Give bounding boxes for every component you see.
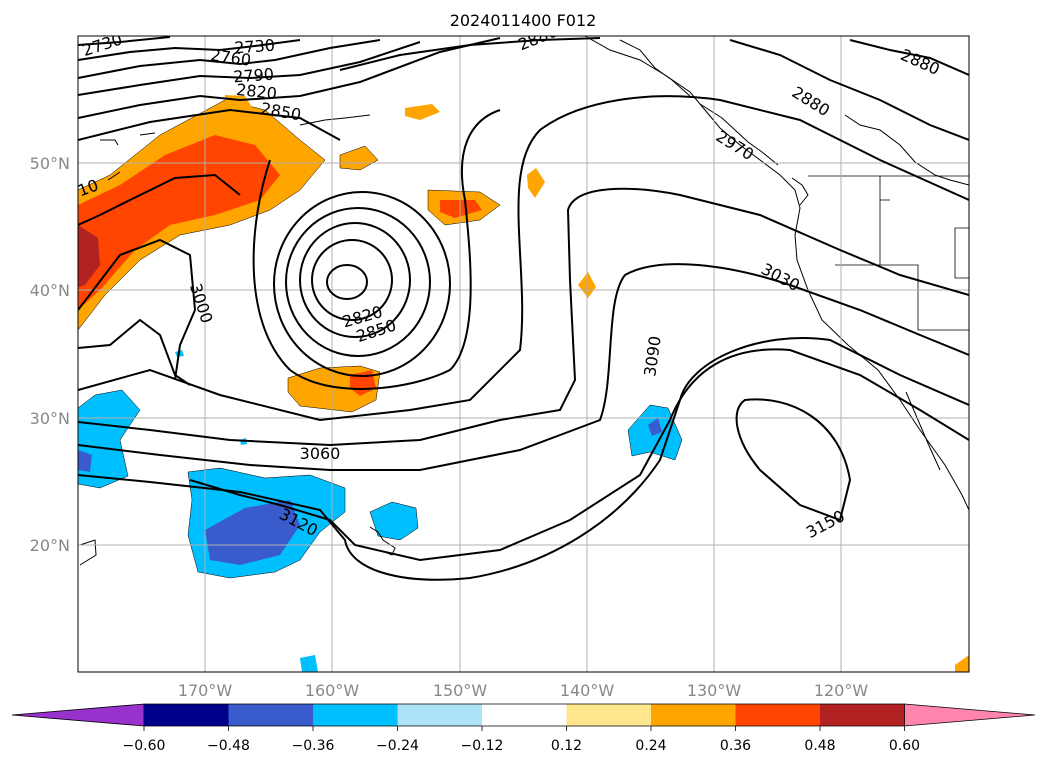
map-plot: 2730 2730 2760 2790 2820 2850 2880 2880 … <box>75 36 969 672</box>
colorbar-segment <box>735 704 820 726</box>
colorbar-tick-label: 0.12 <box>551 738 582 754</box>
colorbar-extend-max <box>904 703 1036 727</box>
colorbar-ticks <box>143 726 905 731</box>
height-contours <box>78 36 969 581</box>
lon-label: 130°W <box>687 681 742 700</box>
colorbar-segment <box>482 704 567 726</box>
lon-label: 160°W <box>305 681 360 700</box>
contour-label: 2790 <box>233 65 275 87</box>
colorbar-tick-label: 0.36 <box>720 738 751 754</box>
lon-label: 150°W <box>433 681 488 700</box>
lat-label: 40°N <box>30 281 70 300</box>
colorbar-segment <box>228 704 313 726</box>
lat-label: 50°N <box>30 154 70 173</box>
longitude-labels: 170°W 160°W 150°W 140°W 130°W 120°W <box>178 681 869 700</box>
colorbar: −0.60 −0.48 −0.36 −0.24 −0.12 0.12 0.24 … <box>11 703 1036 754</box>
colorbar-tick-label: 0.24 <box>635 738 666 754</box>
map-title: 2024011400 F012 <box>450 11 597 30</box>
colorbar-tick-label: 0.48 <box>804 738 835 754</box>
colorbar-segment <box>313 704 398 726</box>
latitude-labels: 50°N 40°N 30°N 20°N <box>30 154 70 555</box>
contour-label: 3060 <box>300 444 341 463</box>
contour-label: 2730 <box>234 36 276 58</box>
colorbar-segment <box>820 704 905 726</box>
graticule <box>78 36 969 672</box>
colorbar-tick-label: −0.24 <box>376 738 419 754</box>
colorbar-segment <box>566 704 651 726</box>
lat-label: 30°N <box>30 409 70 428</box>
colorbar-segment <box>397 704 482 726</box>
colorbar-tick-label: −0.60 <box>123 738 166 754</box>
contour-label: 10 <box>75 175 101 200</box>
shaded-field-negative <box>78 350 683 672</box>
colorbar-tick-label: 0.60 <box>889 738 920 754</box>
coastlines <box>79 36 969 566</box>
map-frame <box>77 35 970 673</box>
contour-label: 2820 <box>235 80 277 103</box>
colorbar-tick-label: −0.12 <box>461 738 504 754</box>
colorbar-extend-min <box>11 703 145 727</box>
lat-label: 20°N <box>30 536 70 555</box>
colorbar-segment <box>144 704 229 726</box>
colorbar-segment <box>651 704 736 726</box>
lon-label: 170°W <box>178 681 233 700</box>
colorbar-tick-label: −0.48 <box>207 738 250 754</box>
lon-label: 120°W <box>814 681 869 700</box>
colorbar-tick-label: −0.36 <box>292 738 335 754</box>
lon-label: 140°W <box>560 681 615 700</box>
